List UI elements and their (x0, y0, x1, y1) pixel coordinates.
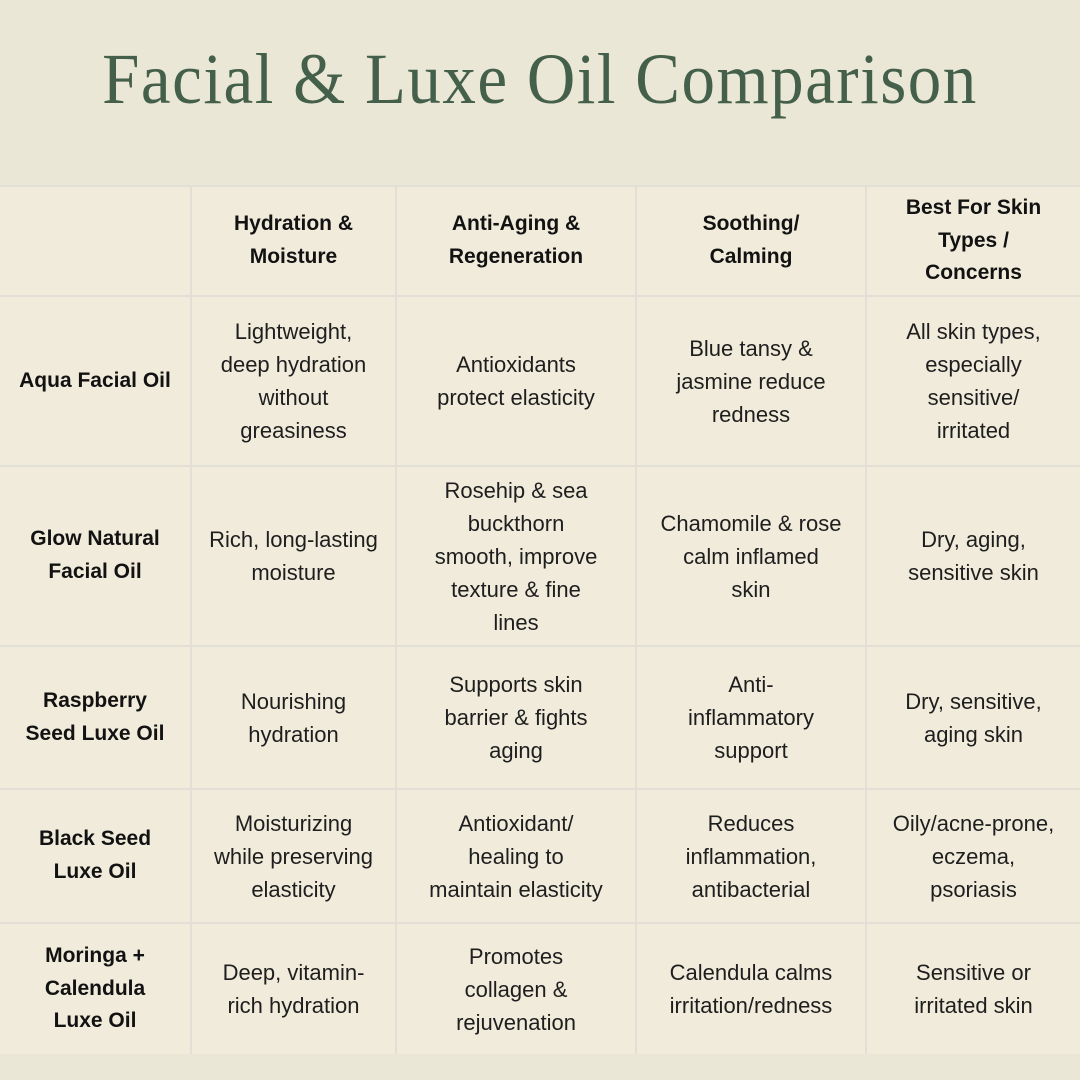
cell-text: Deep, vitamin- rich hydration (222, 960, 365, 1018)
page-title: Facial & Luxe Oil Comparison (102, 39, 978, 119)
cell-text: Dry, sensitive, aging skin (905, 688, 1042, 747)
row-header-label: Aqua Facial Oil (19, 368, 171, 392)
table-cell: Antioxidants protect elasticity (397, 297, 635, 465)
cell-text: Anti- inflammatory support (688, 672, 814, 763)
cell-text: Dry, aging, sensitive skin (908, 527, 1039, 585)
column-header-label: Hydration & Moisture (233, 212, 353, 268)
cell-text: Antioxidant/ healing to maintain elastic… (429, 810, 603, 902)
row-header-label: Raspberry Seed Luxe Oil (25, 688, 165, 745)
cell-text: Lightweight, deep hydration without grea… (220, 319, 367, 443)
cell-text: Rich, long-lasting moisture (209, 527, 378, 585)
table-cell: Reduces inflammation, antibacterial (637, 790, 865, 922)
column-header-hydration: Hydration & Moisture (192, 187, 395, 295)
column-header-soothing: Soothing/ Calming (637, 187, 865, 295)
row-header-moringa-calendula-luxe-oil: Moringa + Calendula Luxe Oil (0, 924, 190, 1054)
table-cell: All skin types, especially sensitive/ ir… (867, 297, 1080, 465)
table-cell: Rich, long-lasting moisture (192, 467, 395, 645)
cell-text: Sensitive or irritated skin (914, 960, 1033, 1018)
cell-text: Nourishing hydration (240, 688, 347, 747)
column-header-label: Anti-Aging & Regeneration (448, 212, 584, 268)
table-cell: Moisturizing while preserving elasticity (192, 790, 395, 922)
table-cell: Lightweight, deep hydration without grea… (192, 297, 395, 465)
table-cell: Chamomile & rose calm inflamed skin (637, 467, 865, 645)
cell-text: All skin types, especially sensitive/ ir… (906, 319, 1041, 443)
table-cell: Deep, vitamin- rich hydration (192, 924, 395, 1054)
cell-text: Supports skin barrier & fights aging (444, 672, 588, 763)
column-header-label: Best For Skin Types / Concerns (905, 196, 1042, 285)
table-cell: Blue tansy & jasmine reduce redness (637, 297, 865, 465)
column-header-best-for: Best For Skin Types / Concerns (867, 187, 1080, 295)
cell-text: Antioxidants protect elasticity (437, 352, 595, 410)
table-cell: Promotes collagen & rejuvenation (397, 924, 635, 1054)
cell-text: Chamomile & rose calm inflamed skin (660, 510, 842, 602)
row-header-label: Black Seed Luxe Oil (38, 827, 152, 883)
table-cell: Nourishing hydration (192, 647, 395, 788)
row-header-black-seed-luxe-oil: Black Seed Luxe Oil (0, 790, 190, 922)
column-header-label: Soothing/ Calming (702, 212, 800, 268)
cell-text: Blue tansy & jasmine reduce redness (676, 335, 826, 427)
table-cell: Dry, aging, sensitive skin (867, 467, 1080, 645)
table-cell: Calendula calms irritation/redness (637, 924, 865, 1054)
table-cell: Dry, sensitive, aging skin (867, 647, 1080, 788)
table-cell: Antioxidant/ healing to maintain elastic… (397, 790, 635, 922)
cell-text: Promotes collagen & rejuvenation (456, 943, 576, 1035)
row-header-label: Moringa + Calendula Luxe Oil (44, 944, 146, 1033)
row-header-raspberry-seed-luxe-oil: Raspberry Seed Luxe Oil (0, 647, 190, 788)
cell-text: Calendula calms irritation/redness (669, 960, 833, 1018)
cell-text: Rosehip & sea buckthorn smooth, improve … (434, 477, 598, 635)
column-header-anti-aging: Anti-Aging & Regeneration (397, 187, 635, 295)
cell-text: Moisturizing while preserving elasticity (214, 810, 373, 902)
corner-cell (0, 187, 190, 295)
table-cell: Supports skin barrier & fights aging (397, 647, 635, 788)
table-cell: Oily/acne-prone, eczema, psoriasis (867, 790, 1080, 922)
row-header-glow-natural-facial-oil: Glow Natural Facial Oil (0, 467, 190, 645)
cell-text: Reduces inflammation, antibacterial (685, 810, 817, 902)
table-cell: Rosehip & sea buckthorn smooth, improve … (397, 467, 635, 645)
row-header-label: Glow Natural Facial Oil (30, 527, 160, 583)
cell-text: Oily/acne-prone, eczema, psoriasis (892, 810, 1055, 902)
table-cell: Anti- inflammatory support (637, 647, 865, 788)
row-header-aqua-facial-oil: Aqua Facial Oil (0, 297, 190, 465)
comparison-table: Hydration & Moisture Anti-Aging & Regene… (0, 185, 1080, 1054)
table-cell: Sensitive or irritated skin (867, 924, 1080, 1054)
